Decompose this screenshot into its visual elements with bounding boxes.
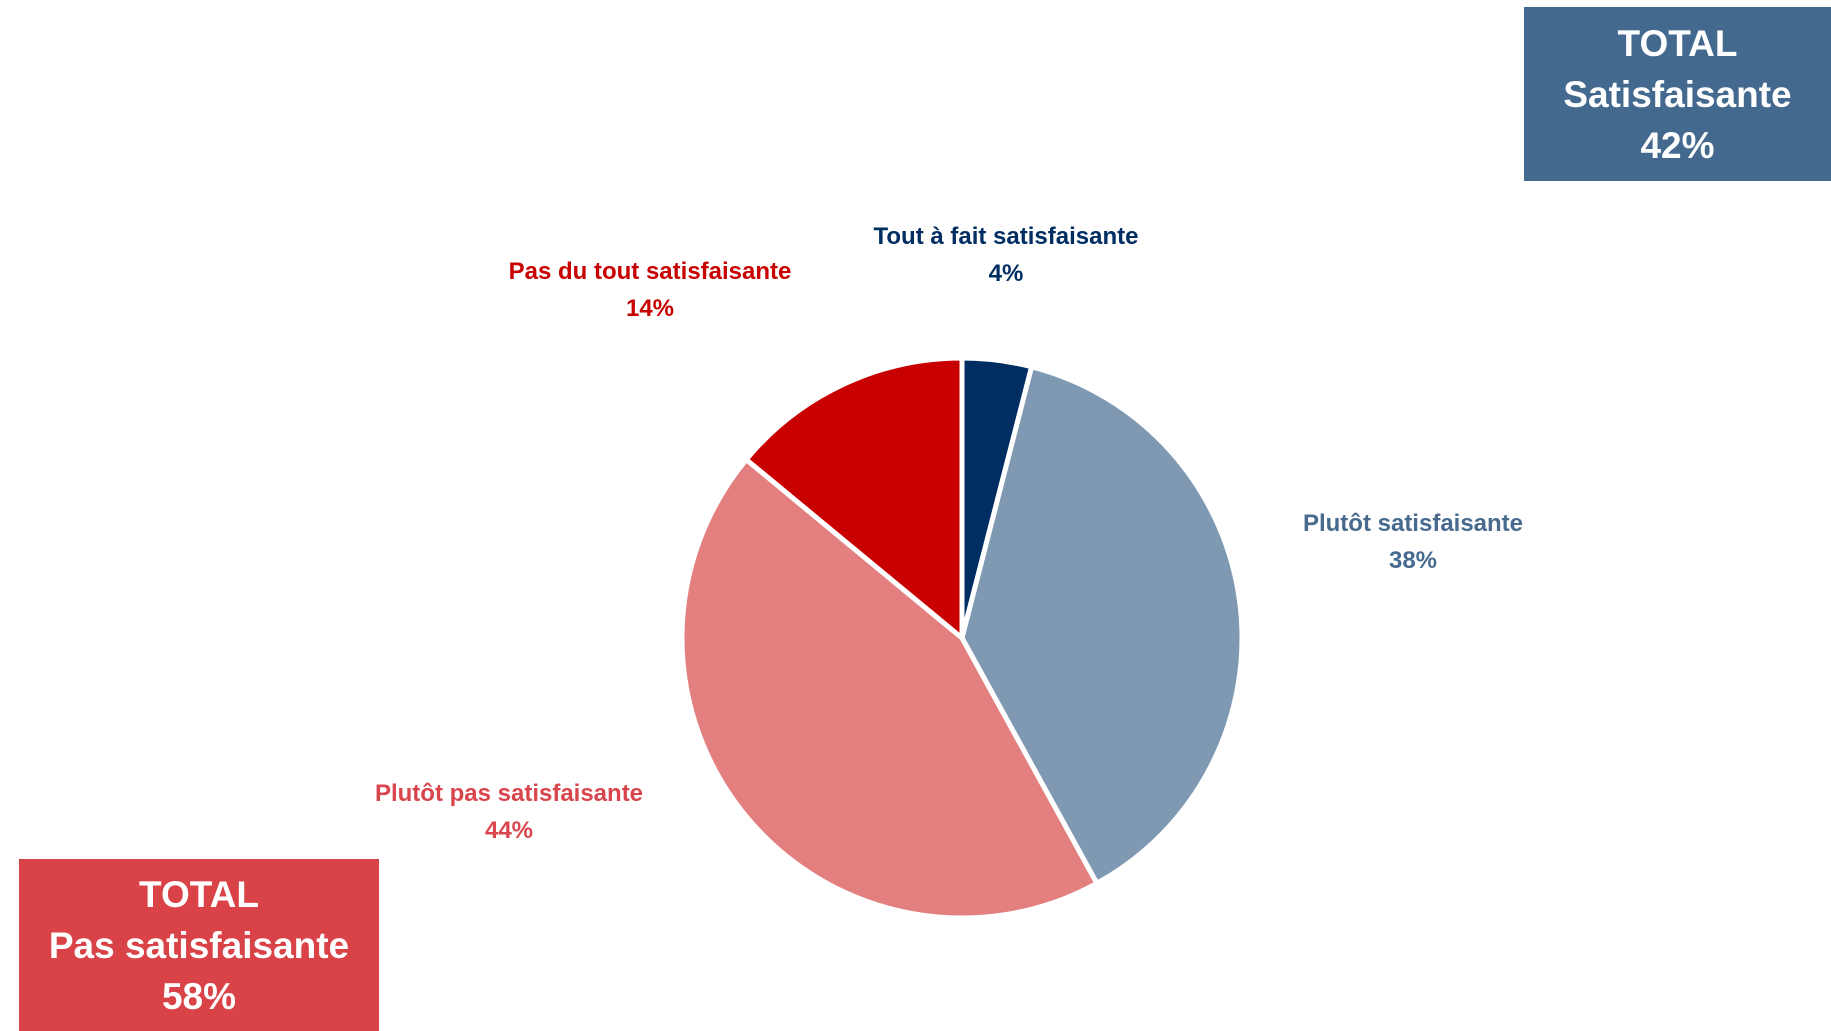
slice-pas-du-tout	[743, 355, 965, 641]
total-pas-satisfaisante-value: 58%	[161, 975, 237, 1017]
label-pas-du-tout-value: 14%	[625, 295, 675, 322]
label-plutot-pas-value: 44%	[484, 817, 534, 844]
total-pas-satisfaisante-box: TOTAL Pas satisfaisante 58%	[19, 859, 379, 1031]
label-plutot-pas-name: Plutôt pas satisfaisante	[374, 780, 644, 807]
slice-plutot-satisfaisante	[959, 364, 1245, 886]
label-pas-du-tout-name: Pas du tout satisfaisante	[508, 258, 792, 285]
total-pas-satisfaisante-label: Pas satisfaisante	[48, 924, 350, 966]
total-satisfaisante-value: 42%	[1640, 124, 1715, 166]
total-satisfaisante-title: TOTAL	[1617, 22, 1738, 64]
label-tout-a-fait-value: 4%	[988, 260, 1024, 287]
total-satisfaisante-box: TOTAL Satisfaisante 42%	[1524, 7, 1831, 181]
label-plutot-pas: Plutôt pas satisfaisante 44%	[349, 775, 669, 849]
label-plutot-satisfaisante: Plutôt satisfaisante 38%	[1263, 505, 1563, 579]
total-pas-satisfaisante-title: TOTAL	[139, 873, 259, 915]
slice-plutot-pas	[679, 457, 1100, 921]
label-plutot-satisfaisante-name: Plutôt satisfaisante	[1302, 510, 1524, 537]
label-pas-du-tout: Pas du tout satisfaisante 14%	[490, 253, 810, 327]
label-tout-a-fait-name: Tout à fait satisfaisante	[873, 223, 1139, 250]
label-tout-a-fait: Tout à fait satisfaisante 4%	[856, 218, 1156, 292]
total-satisfaisante-label: Satisfaisante	[1563, 73, 1792, 115]
label-plutot-satisfaisante-value: 38%	[1388, 547, 1438, 574]
